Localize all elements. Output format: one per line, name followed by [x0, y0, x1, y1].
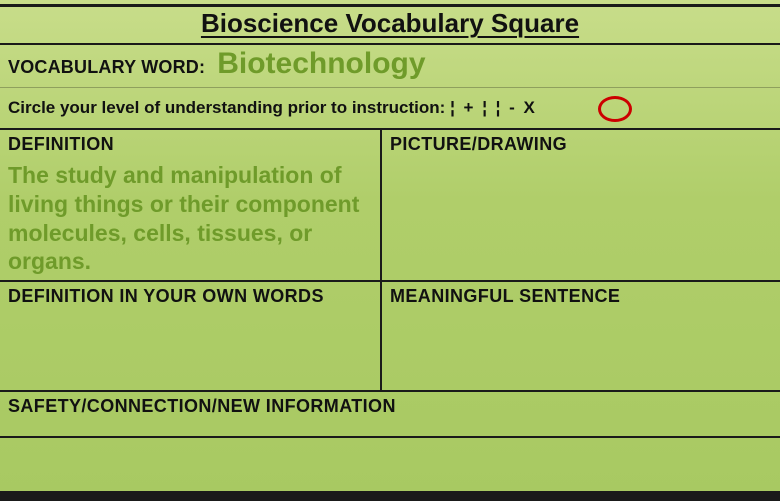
level-prompt: Circle your level of understanding prior…: [8, 98, 445, 117]
vocab-grid: DEFINITION The study and manipulation of…: [0, 128, 780, 438]
level-symbols: ¦ + ¦ ¦ - X: [450, 98, 537, 117]
red-circle-annotation: [598, 96, 632, 122]
definition-text: The study and manipulation of living thi…: [8, 161, 372, 276]
sentence-header: MEANINGFUL SENTENCE: [390, 286, 772, 307]
vocab-label: VOCABULARY WORD:: [8, 57, 205, 78]
cell-safety: SAFETY/CONNECTION/NEW INFORMATION: [0, 390, 780, 438]
bottom-border-bar: [0, 491, 780, 501]
definition-header: DEFINITION: [8, 134, 372, 155]
cell-picture: PICTURE/DRAWING: [380, 130, 780, 280]
picture-header: PICTURE/DRAWING: [390, 134, 772, 155]
top-border-line: [0, 4, 780, 7]
cell-definition: DEFINITION The study and manipulation of…: [0, 130, 380, 280]
cell-own-words: DEFINITION IN YOUR OWN WORDS: [0, 280, 380, 390]
cell-sentence: MEANINGFUL SENTENCE: [380, 280, 780, 390]
vocab-word: Biotechnology: [217, 47, 425, 81]
understanding-level-row: Circle your level of understanding prior…: [0, 87, 780, 128]
own-words-header: DEFINITION IN YOUR OWN WORDS: [8, 286, 372, 307]
vocab-row: VOCABULARY WORD: Biotechnology: [0, 43, 780, 87]
safety-header: SAFETY/CONNECTION/NEW INFORMATION: [8, 396, 772, 417]
